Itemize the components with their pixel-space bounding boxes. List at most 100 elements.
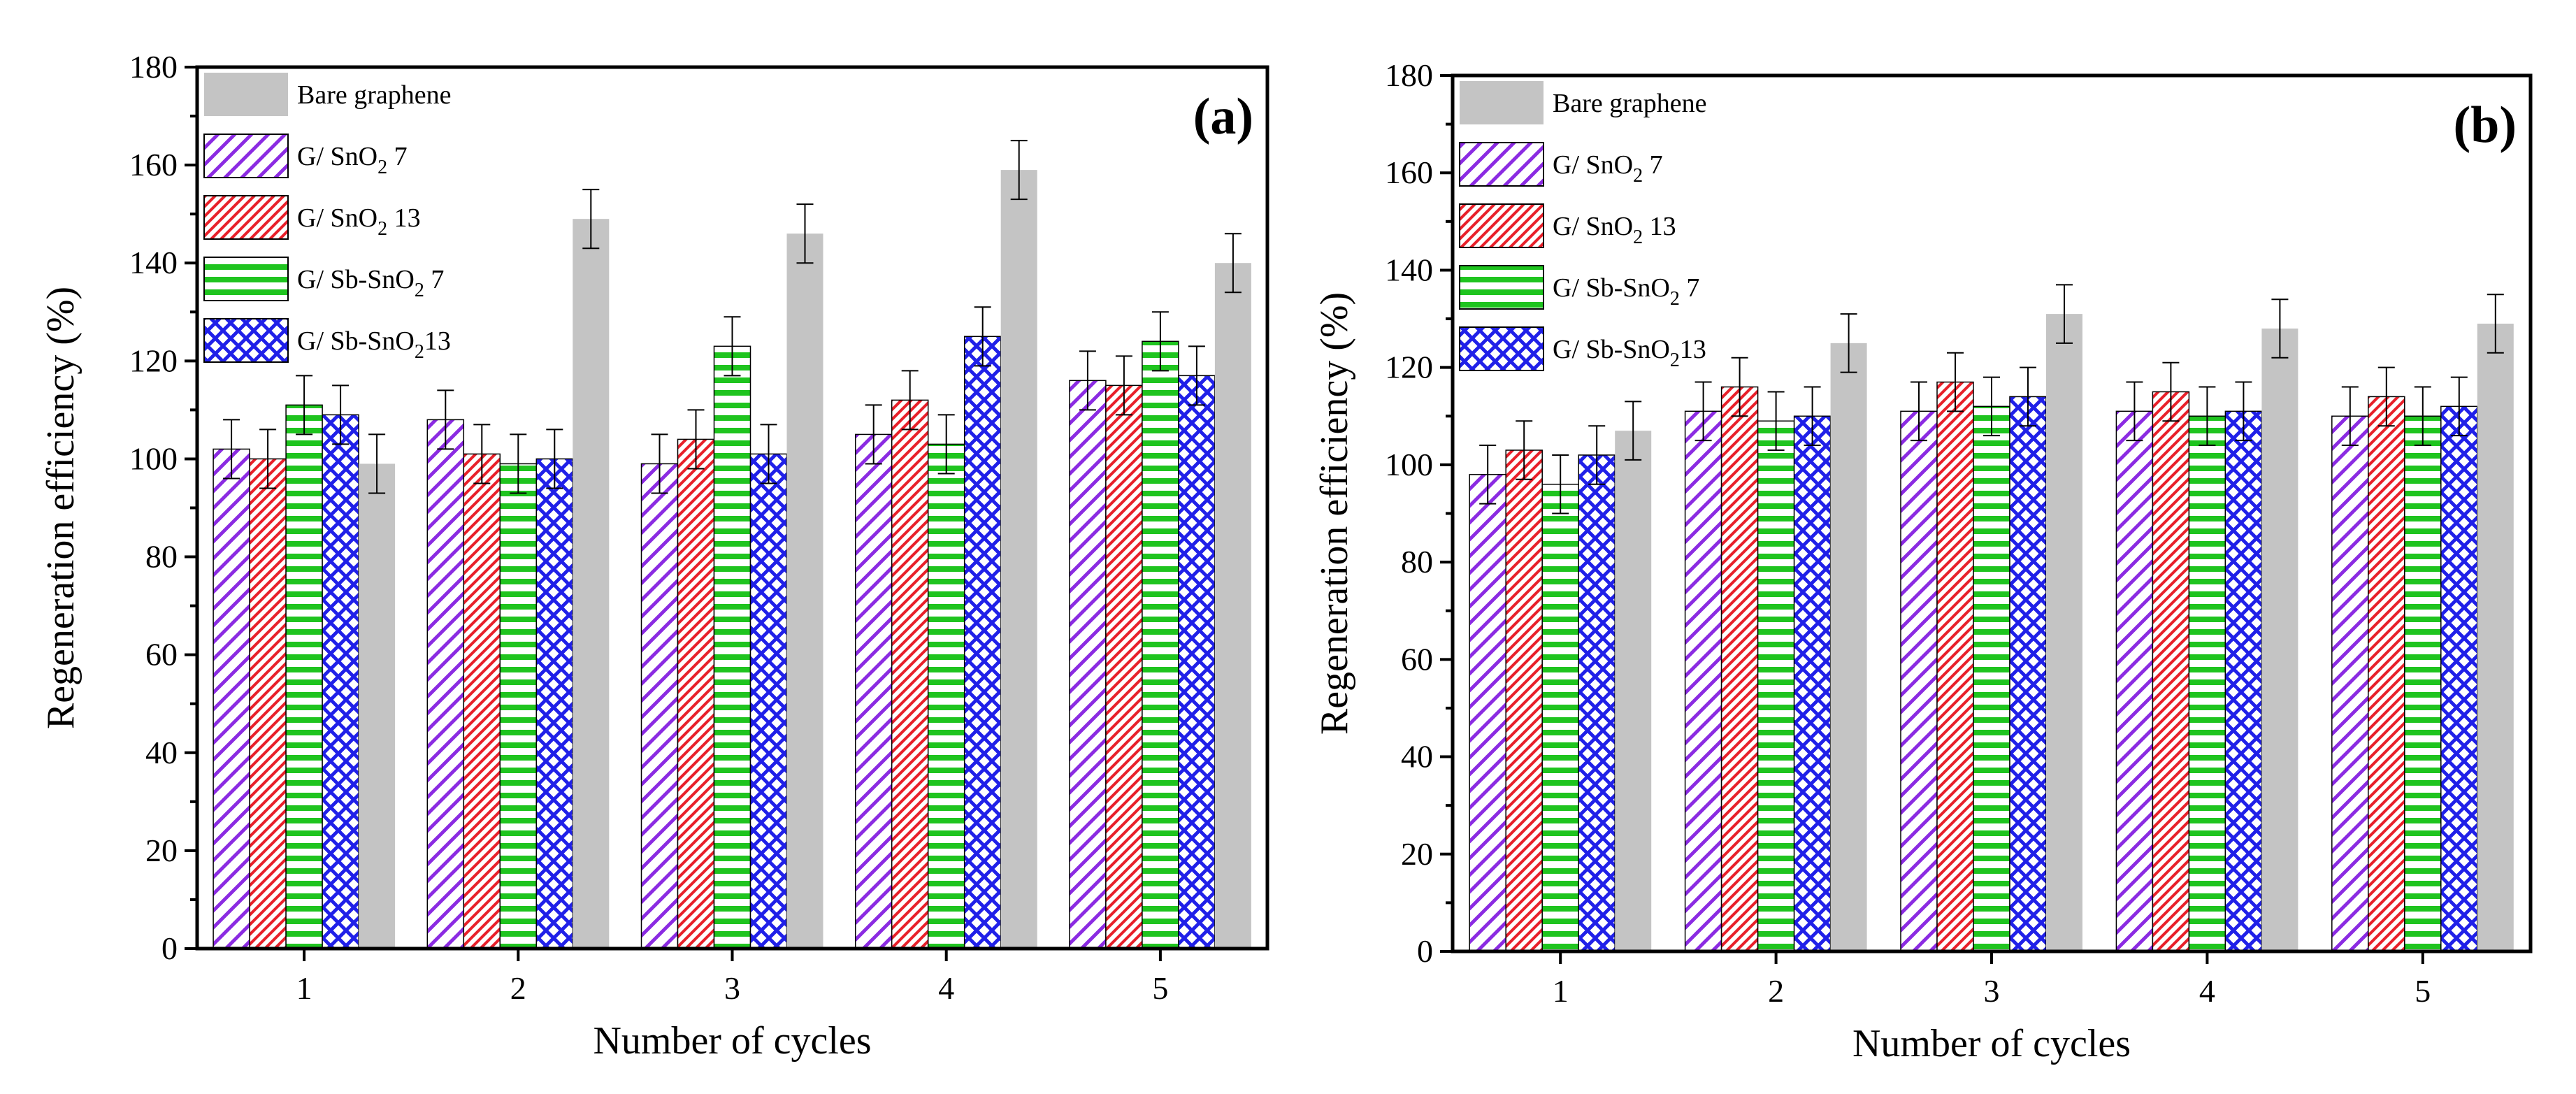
x-tick-label: 4 xyxy=(938,970,954,1006)
bar-horiz-green-cycle-4 xyxy=(927,443,965,949)
y-tick-label: 100 xyxy=(1385,447,1433,482)
y-tick-label: 20 xyxy=(1401,836,1433,872)
panel-label: (a) xyxy=(1193,88,1253,145)
bar-solid-gray-cycle-1 xyxy=(1615,431,1652,951)
error-bar xyxy=(687,409,705,470)
bar-diag-purple-cycle-2 xyxy=(1684,410,1722,952)
x-tick-label: 4 xyxy=(2199,973,2215,1009)
error-bar xyxy=(1151,311,1169,372)
bar-diag-red-cycle-2 xyxy=(1720,386,1759,952)
error-bar xyxy=(582,189,600,250)
regeneration-chart-b: 0 20 40 60 80 100 120 140 160 180 1 2 3 4 5 Number of c… xyxy=(1313,57,2533,1065)
bar-diag-purple-cycle-1 xyxy=(213,448,250,949)
bar-cross-blue-cycle-5 xyxy=(1178,375,1216,949)
bar-diag-purple-cycle-4 xyxy=(854,433,893,949)
y-tick-label: 120 xyxy=(1385,350,1433,385)
bar-diag-purple-cycle-2 xyxy=(426,419,465,949)
bar-diag-red-cycle-2 xyxy=(463,453,501,949)
error-bar xyxy=(1840,313,1857,373)
error-bar xyxy=(2162,361,2180,422)
legend-label: G/ Sb-SnO2 7 xyxy=(297,265,444,301)
bar-horiz-green-cycle-2 xyxy=(1757,420,1795,952)
y-tick-label: 180 xyxy=(129,49,178,85)
error-bar xyxy=(1911,381,1927,442)
y-axis-title: Regeneration efficiency (%) xyxy=(39,287,82,729)
bar-horiz-green-cycle-3 xyxy=(1973,405,2010,952)
bar-diag-red-cycle-1 xyxy=(249,458,287,949)
error-bar xyxy=(796,203,814,264)
x-tick-label: 3 xyxy=(724,970,740,1006)
bar-diag-purple-cycle-3 xyxy=(1900,410,1938,952)
error-bar xyxy=(2341,386,2359,447)
bar-horiz-green-cycle-5 xyxy=(2404,415,2442,952)
y-tick-label: 40 xyxy=(1401,739,1433,775)
legend-swatch xyxy=(1459,142,1544,187)
bar-cross-blue-cycle-4 xyxy=(2224,410,2263,952)
x-axis-title: Number of cycles xyxy=(593,1019,871,1063)
bar-diag-purple-cycle-1 xyxy=(1469,474,1506,952)
error-bar xyxy=(332,384,350,445)
bar-solid-gray-cycle-3 xyxy=(2046,314,2082,951)
y-tick-label: 100 xyxy=(129,440,178,476)
error-bar xyxy=(2126,381,2143,442)
y-axis-title: Regeneration efficiency (%) xyxy=(1313,292,1356,735)
legend-swatch xyxy=(1459,203,1544,248)
legend-label: G/ Sb-SnO213 xyxy=(297,326,451,363)
error-bar xyxy=(2020,366,2036,427)
legend-label: Bare graphene xyxy=(297,80,452,110)
bar-diag-red-cycle-3 xyxy=(1936,381,1974,952)
x-tick-label: 1 xyxy=(1553,973,1569,1009)
bar-diag-red-cycle-5 xyxy=(1105,384,1143,949)
error-bar xyxy=(1731,357,1748,417)
error-bar xyxy=(1224,233,1242,294)
error-bar xyxy=(760,424,777,484)
y-tick-label: 20 xyxy=(145,833,178,868)
y-tick-label: 60 xyxy=(145,637,178,672)
legend-label: G/ SnO2 13 xyxy=(1553,212,1676,248)
panel-label: (b) xyxy=(2454,96,2517,154)
bar-horiz-green-cycle-3 xyxy=(713,345,751,949)
bar-diag-red-cycle-5 xyxy=(2368,396,2405,952)
error-bar xyxy=(2450,376,2468,437)
error-bar xyxy=(2271,298,2289,359)
error-bar xyxy=(546,429,563,489)
bar-cross-blue-cycle-1 xyxy=(322,414,359,949)
legend-swatch xyxy=(1460,81,1544,124)
error-bar xyxy=(2235,381,2252,442)
bar-diag-red-cycle-4 xyxy=(891,399,929,949)
error-bar xyxy=(368,433,386,494)
y-tick-label: 40 xyxy=(145,735,178,770)
error-bar xyxy=(865,404,882,465)
error-bar xyxy=(1983,376,2000,437)
error-bar xyxy=(1552,454,1569,514)
bar-solid-gray-cycle-2 xyxy=(573,219,610,949)
bar-diag-red-cycle-1 xyxy=(1505,449,1543,952)
error-bar xyxy=(2487,294,2504,354)
error-bar xyxy=(724,316,741,377)
bar-cross-blue-cycle-5 xyxy=(2440,405,2478,952)
error-bar xyxy=(1115,355,1132,416)
legend-swatch xyxy=(203,318,289,363)
error-bar xyxy=(473,424,491,484)
bar-cross-blue-cycle-1 xyxy=(1578,454,1616,952)
error-bar xyxy=(2414,386,2431,447)
error-bar xyxy=(1010,140,1028,201)
bar-solid-gray-cycle-1 xyxy=(359,463,396,949)
legend-swatch xyxy=(203,257,289,301)
error-bar xyxy=(1694,381,1712,442)
error-bar xyxy=(2056,284,2073,344)
legend-label: G/ Sb-SnO213 xyxy=(1553,335,1706,371)
bar-horiz-green-cycle-2 xyxy=(499,463,538,949)
error-bar xyxy=(510,433,527,494)
bar-diag-red-cycle-4 xyxy=(2152,391,2190,952)
legend-swatch xyxy=(203,195,289,240)
legend-label: G/ SnO2 7 xyxy=(1553,150,1663,187)
x-tick-label: 5 xyxy=(1152,970,1168,1006)
error-bar xyxy=(1588,425,1606,485)
error-bar xyxy=(901,370,919,431)
bar-diag-purple-cycle-5 xyxy=(2331,415,2369,952)
error-bar xyxy=(437,389,454,450)
y-tick-label: 0 xyxy=(1417,933,1433,969)
bar-cross-blue-cycle-3 xyxy=(749,453,788,949)
bar-diag-red-cycle-3 xyxy=(677,438,715,949)
